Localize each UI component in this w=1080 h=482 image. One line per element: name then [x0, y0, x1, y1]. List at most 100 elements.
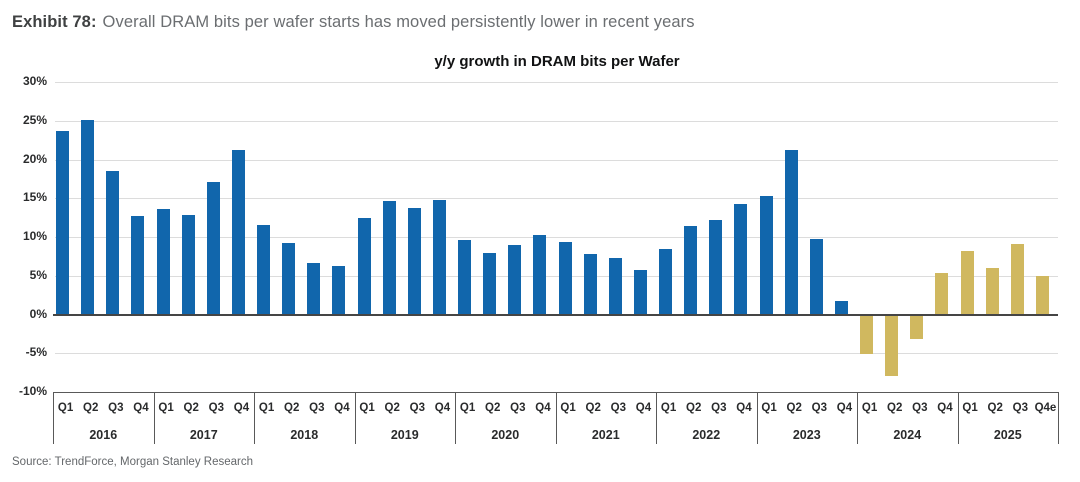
bar-2024-Q3 [910, 314, 924, 340]
bar-2023-Q3 [809, 239, 823, 315]
bar-2024-Q2 [885, 314, 899, 376]
year-divider [756, 392, 758, 444]
bar-2025-Q1 [960, 250, 974, 315]
bar-2016-Q2 [81, 119, 95, 315]
y-tick-label: 25% [22, 112, 47, 127]
quarter-label: Q2 [485, 402, 501, 414]
y-tick-label: 10% [22, 229, 47, 243]
bar-2019-Q3 [407, 207, 421, 315]
exhibit-title: Overall DRAM bits per wafer starts has m… [102, 13, 695, 31]
quarter-label: Q4 [133, 402, 149, 414]
quarter-label: Q2 [585, 402, 601, 414]
year-label-2016: 2016 [89, 428, 118, 442]
y-tick-label: 5% [29, 267, 47, 282]
year-divider [656, 392, 657, 444]
year-label-2018: 2018 [290, 428, 319, 442]
quarter-label: Q1 [57, 402, 74, 414]
quarter-label: Q3 [610, 402, 626, 414]
quarter-label: Q4 [535, 402, 551, 414]
bar-2025-Q4e [1035, 275, 1049, 315]
year-divider [857, 392, 858, 444]
quarter-label: Q3 [309, 402, 325, 414]
bar-2025-Q3 [1010, 243, 1024, 315]
bar-2017-Q1 [156, 209, 170, 315]
bar-2018-Q2 [282, 243, 296, 315]
quarter-label: Q2 [887, 402, 903, 414]
quarter-label: Q3 [1012, 402, 1028, 414]
bar-2016-Q4 [131, 216, 145, 315]
bar-2020-Q1 [458, 240, 472, 315]
year-divider [254, 392, 255, 444]
quarter-label: Q3 [108, 402, 124, 414]
bar-2020-Q2 [483, 253, 497, 315]
quarter-label: Q3 [711, 402, 727, 414]
year-divider [354, 392, 356, 444]
quarter-label: Q2 [284, 402, 300, 414]
year-divider [957, 392, 959, 444]
year-divider [53, 392, 54, 444]
quarter-label: Q4e [1034, 402, 1057, 414]
quarter-label: Q3 [912, 402, 928, 414]
quarter-label: Q3 [208, 402, 224, 414]
gridline-30 [55, 82, 1058, 83]
bar-2021-Q2 [583, 254, 597, 315]
gridline-5 [55, 275, 1058, 277]
bar-2024-Q1 [860, 314, 874, 355]
quarter-label: Q4 [434, 402, 451, 414]
quarter-label: Q1 [761, 402, 777, 414]
bar-2021-Q3 [608, 257, 622, 315]
gridline-20 [55, 159, 1058, 161]
y-tick-label: 0% [29, 306, 47, 321]
quarter-label: Q1 [962, 402, 978, 414]
bar-2024-Q4 [935, 273, 949, 315]
quarter-label: Q1 [861, 402, 878, 414]
quarter-label: Q4 [836, 402, 853, 414]
gridline-25 [55, 120, 1058, 122]
quarter-label: Q3 [409, 402, 425, 414]
bar-2022-Q2 [684, 226, 698, 315]
bar-2020-Q3 [508, 244, 522, 315]
bar-2018-Q1 [257, 224, 271, 315]
source-note: Source: TrendForce, Morgan Stanley Resea… [12, 456, 253, 468]
quarter-label: Q3 [811, 402, 827, 414]
gridline--5 [55, 353, 1058, 355]
quarter-label: Q2 [686, 402, 702, 414]
year-divider [1058, 392, 1059, 444]
year-label-2022: 2022 [692, 428, 721, 442]
year-label-2017: 2017 [189, 428, 218, 442]
year-label-2023: 2023 [792, 428, 821, 442]
year-label-2019: 2019 [390, 428, 419, 442]
quarter-label: Q1 [158, 402, 174, 414]
bar-2023-Q4 [834, 301, 848, 315]
bar-2025-Q2 [985, 268, 999, 315]
quarter-label: Q3 [510, 402, 526, 414]
exhibit-header: Exhibit 78: Overall DRAM bits per wafer s… [12, 13, 695, 32]
bar-2022-Q3 [709, 219, 723, 315]
quarter-label: Q4 [233, 402, 250, 414]
chart-title: y/y growth in DRAM bits per Wafer [434, 53, 680, 70]
y-tick-label: -5% [25, 345, 47, 360]
quarter-label: Q2 [183, 402, 199, 414]
year-label-2025: 2025 [993, 428, 1022, 442]
bar-2016-Q1 [56, 130, 70, 315]
quarter-label: Q2 [786, 402, 802, 414]
bar-2022-Q1 [659, 248, 673, 315]
bar-2017-Q4 [231, 150, 245, 315]
year-divider [455, 392, 456, 444]
y-tick-label: 20% [22, 151, 47, 166]
quarter-label: Q1 [560, 402, 576, 414]
bar-2023-Q2 [784, 150, 798, 315]
bar-2017-Q2 [181, 215, 195, 315]
year-label-2021: 2021 [591, 428, 620, 442]
bar-2019-Q4 [432, 199, 446, 315]
bar-2019-Q2 [382, 200, 396, 315]
bar-2020-Q4 [533, 235, 547, 315]
y-tick-label: -10% [18, 384, 47, 398]
quarter-label: Q1 [459, 402, 476, 414]
quarter-label: Q2 [83, 402, 99, 414]
quarter-label: Q4 [937, 402, 953, 414]
year-label-2020: 2020 [491, 428, 520, 442]
quarter-label: Q1 [258, 402, 275, 414]
y-tick-label: 30% [22, 74, 47, 88]
